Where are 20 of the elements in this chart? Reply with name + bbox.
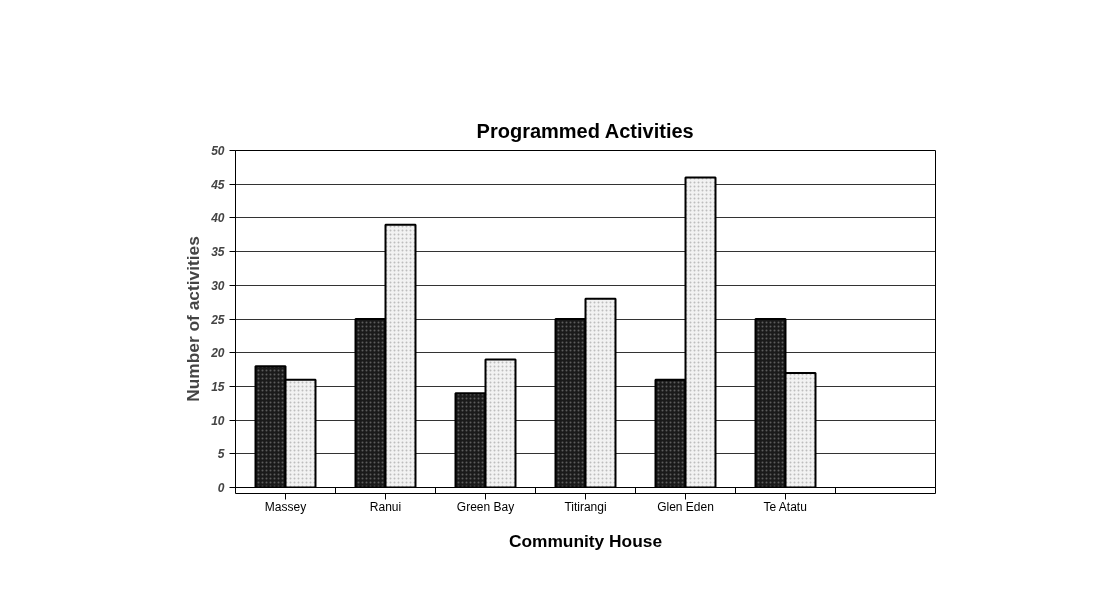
y-tick-label: 20 — [210, 346, 225, 361]
y-tick-label: 25 — [210, 312, 225, 327]
x-tick-label: Massey — [264, 499, 307, 514]
x-tick-label: Te Atatu — [763, 499, 807, 514]
x-tick-label: Glen Eden — [657, 499, 714, 514]
y-tick-label: 5 — [217, 447, 225, 462]
y-axis-title: Number of activities — [183, 236, 204, 402]
x-axis-title: Community House — [508, 530, 663, 551]
x-tick-label: Ranui — [369, 499, 402, 514]
y-tick-label: 0 — [217, 481, 225, 495]
chart-title: Programmed Activities — [476, 119, 694, 142]
y-tick-label: 15 — [211, 379, 225, 394]
x-tick-label: Titirangi — [564, 499, 607, 514]
y-tick-label: 30 — [211, 278, 225, 293]
y-tick-label: 10 — [211, 413, 225, 428]
x-tick-label: Green Bay — [456, 499, 515, 514]
y-tick-label: 35 — [211, 245, 225, 260]
y-tick-label: 50 — [211, 144, 225, 158]
y-tick-label: 45 — [210, 177, 225, 192]
y-tick-label: 40 — [210, 211, 225, 226]
